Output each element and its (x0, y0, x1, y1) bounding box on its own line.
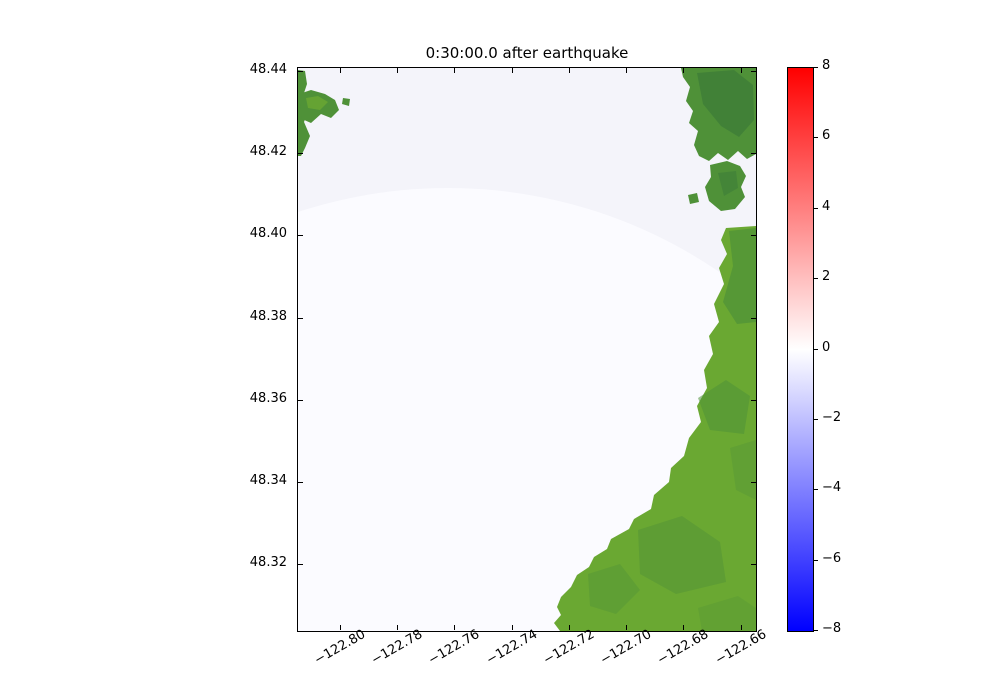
colorbar-tick-mark (814, 207, 818, 209)
y-tick-mark-right (751, 71, 756, 73)
colorbar-tick-label: 4 (822, 198, 831, 214)
colorbar-tick-mark (814, 559, 818, 561)
x-tick-mark-top (454, 68, 456, 73)
colorbar-tick-label: 2 (822, 269, 831, 285)
coast-patch-2 (638, 516, 726, 594)
y-tick-mark (298, 482, 303, 484)
y-tick-mark (298, 235, 303, 237)
y-tick-label: 48.40 (249, 226, 287, 242)
y-tick-mark (298, 71, 303, 73)
x-tick-mark-top (397, 68, 399, 73)
y-tick-mark-right (751, 153, 756, 155)
colorbar-tick-mark (814, 348, 818, 350)
colorbar-tick-label: −2 (822, 409, 842, 425)
y-tick-mark-right (751, 482, 756, 484)
coast-patch-3 (588, 564, 640, 614)
coast-patch-5 (698, 596, 756, 631)
y-tick-label: 48.34 (249, 473, 287, 489)
x-tick-mark-top (740, 68, 742, 73)
x-tick-mark-top (626, 68, 628, 73)
x-tick-mark (397, 625, 399, 630)
y-tick-mark-right (751, 564, 756, 566)
coast-patch-1 (698, 380, 750, 434)
colorbar-gradient (788, 68, 813, 631)
coast-dark-top-strip (723, 228, 756, 324)
x-tick-mark (626, 625, 628, 630)
y-tick-mark (298, 153, 303, 155)
y-tick-mark (298, 317, 303, 319)
x-tick-label: −122.76 (426, 626, 483, 669)
x-tick-mark (454, 625, 456, 630)
x-tick-mark (511, 625, 513, 630)
colorbar-tick-mark (814, 67, 818, 68)
x-tick-mark-top (683, 68, 685, 73)
x-tick-mark (683, 625, 685, 630)
colorbar-tick-label: 8 (822, 58, 831, 73)
islet-small-dot (688, 193, 699, 204)
coast-patch-4 (730, 440, 756, 500)
y-tick-mark-right (751, 399, 756, 401)
coast-east-mass (554, 226, 756, 631)
colorbar-tick-label: −8 (822, 621, 842, 636)
y-tick-label: 48.36 (249, 390, 287, 406)
x-tick-label: −122.80 (311, 626, 369, 669)
x-tick-label: −122.78 (369, 626, 426, 669)
island-left-blob-bright (306, 96, 328, 110)
x-tick-mark-top (568, 68, 570, 73)
x-tick-label: −122.70 (598, 626, 655, 669)
chart-title: 0:30:00.0 after earthquake (425, 44, 629, 62)
map-plot-area (297, 67, 757, 632)
colorbar-tick-mark (814, 489, 818, 491)
x-tick-mark (568, 625, 570, 630)
colorbar-tick-mark (814, 137, 818, 139)
colorbar-tick-mark (814, 630, 818, 631)
colorbar-tick-label: −4 (822, 480, 842, 496)
land-water-map (298, 68, 756, 631)
colorbar-tick-mark (814, 418, 818, 420)
y-tick-label: 48.38 (249, 308, 287, 324)
colorbar-tick-label: 0 (822, 339, 831, 355)
x-tick-mark-top (511, 68, 513, 73)
island-left-dot (342, 98, 350, 106)
y-tick-label: 48.32 (249, 555, 287, 571)
y-tick-mark-right (751, 235, 756, 237)
x-tick-label: −122.68 (655, 626, 712, 669)
x-tick-mark (740, 625, 742, 630)
colorbar-tick-mark (814, 278, 818, 280)
y-tick-mark-right (751, 317, 756, 319)
y-tick-mark (298, 399, 303, 401)
x-tick-mark (339, 625, 341, 630)
colorbar-tick-label: 6 (822, 128, 831, 144)
island-top-right-dark-patch (697, 70, 754, 137)
y-tick-label: 48.44 (249, 62, 287, 78)
y-tick-mark (298, 564, 303, 566)
x-tick-mark-top (339, 68, 341, 73)
x-tick-label: −122.66 (712, 626, 769, 669)
x-tick-label: −122.74 (483, 626, 540, 669)
colorbar-tick-label: −6 (822, 550, 842, 566)
islet-right-dark-patch (718, 171, 738, 196)
x-tick-label: −122.72 (540, 626, 598, 669)
colorbar (787, 67, 814, 632)
y-tick-label: 48.42 (249, 144, 287, 160)
